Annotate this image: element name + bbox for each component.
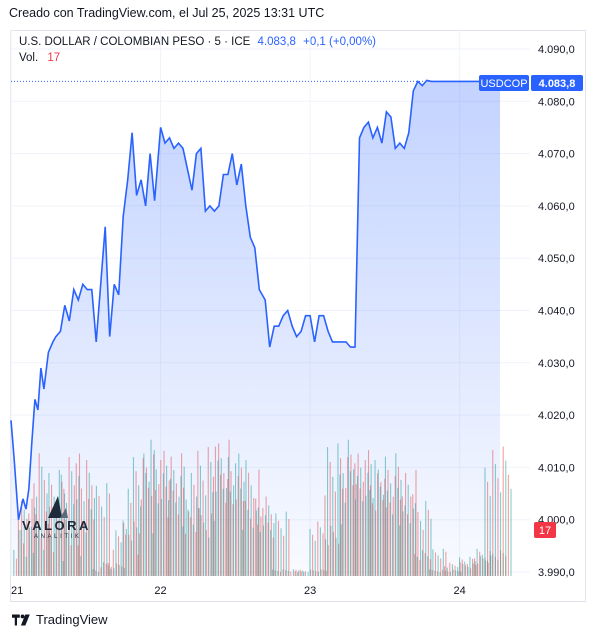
ticker-badge-text: USDCOP [480, 78, 527, 90]
price-badge-bg [531, 75, 583, 91]
y-tick-label: 4.050,0 [538, 253, 575, 265]
logo-name: VALORA [22, 518, 91, 533]
volume-label[interactable]: Vol. [19, 52, 39, 64]
symbol-name[interactable]: U.S. DOLLAR / COLOMBIAN PESO · 5 · ICE [19, 36, 251, 48]
x-axis-ticks: 21 22 23 24 [11, 585, 466, 597]
y-tick-label: 4.040,0 [538, 306, 575, 318]
price-badge-text: 4.083,8 [539, 78, 576, 90]
ticker-badge-bg [479, 75, 529, 91]
chart-caption: Creado con TradingView.com, el Jul 25, 2… [9, 6, 325, 20]
price-badge: USDCOP 4.083,8 [479, 75, 583, 91]
y-tick-label: 4.010,0 [538, 462, 575, 474]
footer-brand: TradingView [36, 612, 108, 627]
logo-sub: ANALITIK [34, 534, 82, 540]
price-area [11, 80, 501, 577]
y-axis-ticks: 4.090,0 4.080,0 4.070,0 4.060,0 4.050,0 4.040… [538, 44, 575, 579]
volume-row: Vol. 17 [19, 50, 376, 66]
volume-value: 17 [47, 52, 61, 64]
volume-bar [505, 460, 507, 576]
x-tick-label: 24 [454, 585, 466, 597]
volume-bar [502, 446, 504, 576]
valora-logo: VALORA ANALITIK [16, 494, 102, 544]
x-tick-label: 22 [154, 585, 166, 597]
volume-badge-text: 17 [539, 525, 551, 537]
y-tick-label: 4.060,0 [538, 201, 575, 213]
volume-bar [500, 492, 502, 576]
x-tick-label: 23 [304, 585, 316, 597]
tradingview-logo-icon [12, 613, 30, 626]
y-tick-label: 4.020,0 [538, 410, 575, 422]
y-tick-label: 4.090,0 [538, 44, 575, 56]
volume-bar [510, 488, 512, 576]
x-tick-label: 21 [11, 585, 23, 597]
price-change: +0,1 (+0,00%) [303, 36, 377, 48]
price-line [10, 79, 500, 520]
y-tick-label: 3.990,0 [538, 567, 575, 579]
current-price: 4.083,8 [257, 36, 296, 48]
footer[interactable]: TradingView [12, 612, 108, 627]
volume-badge-bg [534, 522, 556, 538]
y-tick-label: 4.070,0 [538, 149, 575, 161]
symbol-row: U.S. DOLLAR / COLOMBIAN PESO · 5 · ICE 4… [19, 34, 376, 50]
valora-mark-icon [48, 496, 68, 518]
volume-bar [507, 474, 509, 576]
volume-badge: 17 [534, 522, 556, 538]
y-tick-label: 4.080,0 [538, 96, 575, 108]
y-tick-label: 4.030,0 [538, 358, 575, 370]
chart-legend: U.S. DOLLAR / COLOMBIAN PESO · 5 · ICE 4… [19, 34, 376, 66]
